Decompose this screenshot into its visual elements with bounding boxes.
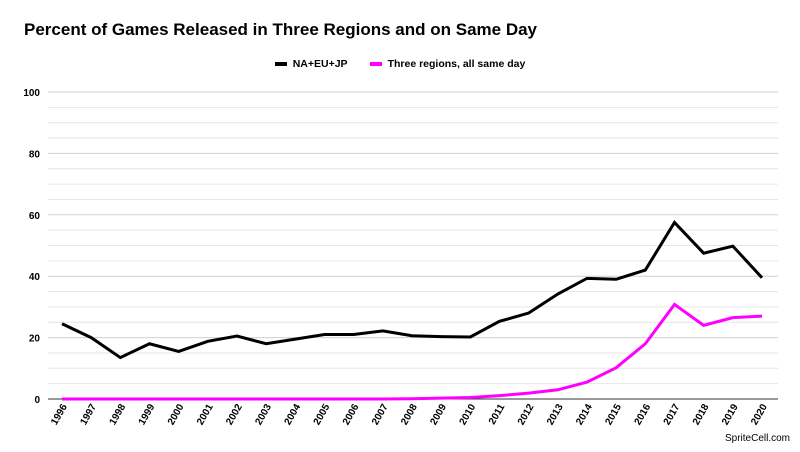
legend-item-same-day: Three regions, all same day — [369, 58, 526, 70]
y-tick-label: 0 — [34, 395, 40, 406]
x-tick-label: 2006 — [341, 402, 362, 427]
y-tick-label: 20 — [29, 334, 41, 345]
x-tick-label: 2011 — [487, 402, 508, 427]
x-tick-label: 2008 — [399, 402, 420, 427]
legend-label: Three regions, all same day — [387, 58, 526, 70]
series-line-1 — [62, 302, 763, 401]
x-tick-label: 2012 — [516, 402, 537, 427]
y-tick-label: 40 — [29, 272, 41, 283]
x-tick-label: 1998 — [108, 402, 129, 427]
x-tick-label: 2015 — [603, 402, 624, 427]
legend-item-na-eu-jp: NA+EU+JP — [274, 58, 348, 70]
x-tick-label: 2009 — [428, 402, 449, 427]
x-tick-label: 2013 — [545, 402, 566, 427]
x-tick-label: 2002 — [224, 402, 245, 427]
x-tick-label: 2017 — [662, 402, 683, 427]
y-tick-label: 100 — [23, 88, 40, 99]
legend: NA+EU+JP Three regions, all same day — [0, 58, 800, 70]
chart-title: Percent of Games Released in Three Regio… — [24, 20, 538, 39]
x-tick-label: 2003 — [253, 402, 274, 427]
x-tick-label: 2020 — [749, 402, 770, 427]
watermark: SpriteCell.com — [724, 433, 790, 444]
legend-label: NA+EU+JP — [292, 58, 348, 70]
x-tick-label: 2018 — [691, 402, 712, 427]
x-tick-label: 2001 — [195, 402, 216, 427]
x-tick-label: 2007 — [370, 402, 391, 427]
legend-swatch — [274, 62, 287, 66]
y-tick-label: 60 — [29, 211, 41, 222]
x-tick-label: 1996 — [49, 402, 70, 427]
x-tick-label: 2004 — [283, 402, 304, 427]
x-tick-label: 2000 — [166, 402, 187, 427]
x-tick-label: 2010 — [458, 402, 479, 427]
x-tick-label: 2014 — [574, 402, 595, 427]
x-tick-label: 1999 — [137, 402, 158, 427]
y-tick-label: 80 — [29, 149, 41, 160]
legend-swatch — [369, 62, 382, 66]
x-tick-label: 1997 — [78, 402, 99, 427]
x-tick-label: 2016 — [633, 402, 654, 427]
x-tick-label: 2019 — [720, 402, 741, 427]
x-tick-label: 2005 — [312, 402, 333, 427]
